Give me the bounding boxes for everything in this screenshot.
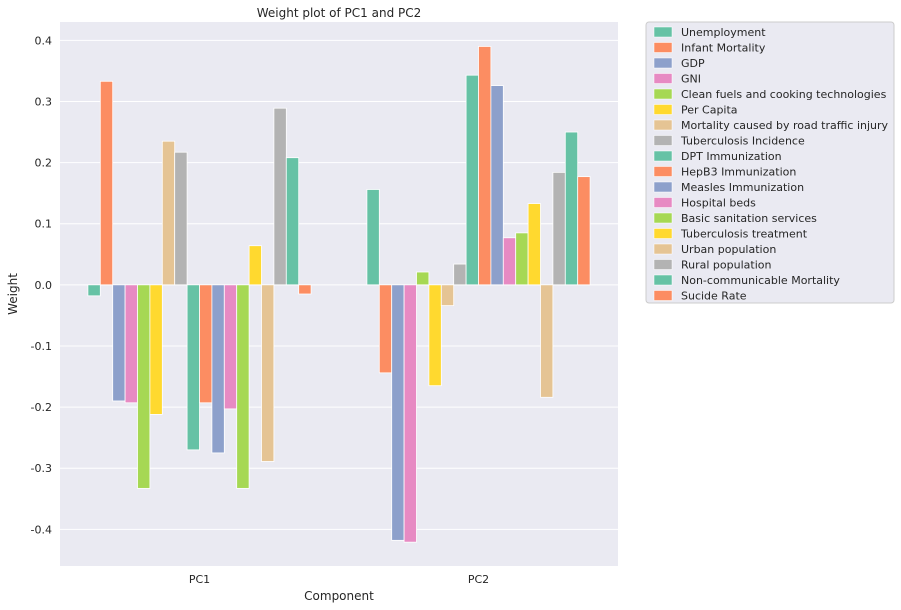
legend-swatch: [653, 135, 673, 146]
legend-label: Unemployment: [681, 26, 766, 39]
bar: [564, 131, 579, 286]
bar: [199, 284, 213, 404]
bar: [223, 284, 238, 410]
legend-swatch: [653, 166, 673, 177]
y-tick-label: -0.2: [31, 401, 52, 414]
y-tick-label: 0.3: [35, 95, 53, 108]
legend-swatch: [653, 119, 673, 131]
y-axis-ticks: -0.4 -0.3 -0.2 -0.1 0.0 0.1 0.2 0.3 0.4: [31, 34, 52, 536]
legend-frame: [645, 21, 895, 304]
bar: [391, 284, 405, 541]
bar: [149, 284, 163, 415]
x-tick-label: PC1: [189, 573, 210, 586]
bar: [527, 203, 541, 286]
legend-swatch: [653, 150, 673, 162]
legend-label: Per Capita: [681, 104, 738, 117]
x-axis-ticks: PC1 PC2: [189, 573, 489, 586]
legend-swatch: [653, 274, 673, 286]
legend-label: Tuberculosis treatment: [680, 228, 808, 241]
legend-label: Tuberculosis Incidence: [680, 135, 805, 148]
bar: [515, 232, 529, 286]
y-tick-label: 0.4: [35, 34, 53, 47]
legend-label: Urban population: [681, 243, 776, 256]
bar: [298, 284, 312, 295]
legend-swatch: [653, 290, 673, 301]
bar: [124, 284, 138, 404]
legend-swatch: [653, 181, 673, 193]
bar: [112, 284, 126, 402]
bar: [490, 85, 504, 286]
y-tick-label: 0.0: [35, 279, 53, 292]
legend-label: Measles Immunization: [681, 181, 804, 194]
y-tick-label: 0.1: [35, 218, 53, 231]
legend-label: Hospital beds: [681, 197, 756, 210]
y-tick-label: -0.4: [31, 523, 52, 536]
legend-swatch: [653, 104, 673, 115]
legend-swatch: [653, 73, 673, 84]
bar: [378, 284, 393, 374]
legend-label: Non-communicable Mortality: [681, 274, 840, 287]
bar: [174, 151, 188, 286]
bar: [502, 237, 517, 286]
bar: [273, 107, 287, 286]
bar: [211, 284, 225, 454]
legend-swatch: [653, 88, 673, 100]
legend-label: Basic sanitation services: [681, 212, 817, 225]
bar: [428, 284, 442, 387]
legend-label: HepB3 Immunization: [681, 166, 796, 179]
legend-swatch: [653, 197, 673, 208]
legend-swatch: [653, 26, 673, 38]
legend-swatch: [653, 212, 673, 224]
legend: Unemployment Infant Mortality GDP GNI Clean …: [645, 21, 895, 304]
legend-label: GNI: [681, 73, 701, 86]
legend-label: GDP: [681, 57, 705, 70]
y-tick-label: -0.3: [31, 462, 52, 475]
bar: [285, 157, 300, 286]
y-axis-label: Weight: [6, 273, 20, 315]
bar: [137, 284, 151, 489]
bar: [577, 176, 591, 286]
bar: [478, 46, 492, 286]
x-tick-label: PC2: [468, 573, 489, 586]
bar: [186, 284, 200, 451]
bar: [453, 263, 467, 286]
legend-label: Mortality caused by road traffic injury: [681, 119, 889, 132]
legend-swatch: [653, 42, 673, 53]
x-axis-label: Component: [304, 589, 374, 603]
legend-swatch: [653, 57, 673, 69]
bar: [161, 140, 176, 286]
bar: [440, 284, 455, 307]
legend-label: Clean fuels and cooking technologies: [681, 88, 887, 101]
bar: [540, 284, 554, 398]
bars: [87, 46, 591, 543]
legend-swatch: [653, 243, 673, 255]
bar: [403, 284, 417, 543]
legend-swatch: [653, 228, 673, 239]
bar: [248, 245, 262, 286]
bar: [87, 284, 101, 297]
legend-swatch: [653, 259, 673, 270]
legend-label: DPT Immunization: [681, 150, 782, 163]
legend-label: Rural population: [681, 259, 771, 272]
bar: [99, 80, 114, 286]
legend-label: Infant Mortality: [681, 42, 766, 55]
chart-title: Weight plot of PC1 and PC2: [257, 6, 422, 20]
bar: [261, 284, 275, 462]
y-tick-label: 0.2: [35, 157, 53, 170]
bar: [236, 284, 250, 489]
bar: [552, 171, 566, 286]
legend-label: Sucide Rate: [681, 290, 747, 303]
bar: [416, 271, 430, 286]
y-tick-label: -0.1: [31, 340, 52, 353]
bar: [465, 74, 479, 286]
bar: [366, 189, 380, 286]
